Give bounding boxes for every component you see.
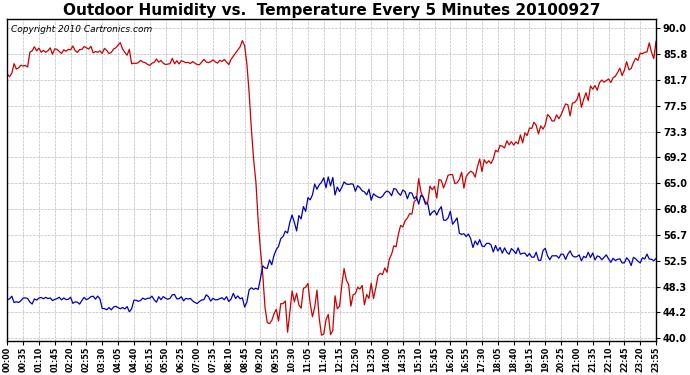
Text: Copyright 2010 Cartronics.com: Copyright 2010 Cartronics.com	[10, 26, 152, 34]
Title: Outdoor Humidity vs.  Temperature Every 5 Minutes 20100927: Outdoor Humidity vs. Temperature Every 5…	[63, 3, 600, 18]
